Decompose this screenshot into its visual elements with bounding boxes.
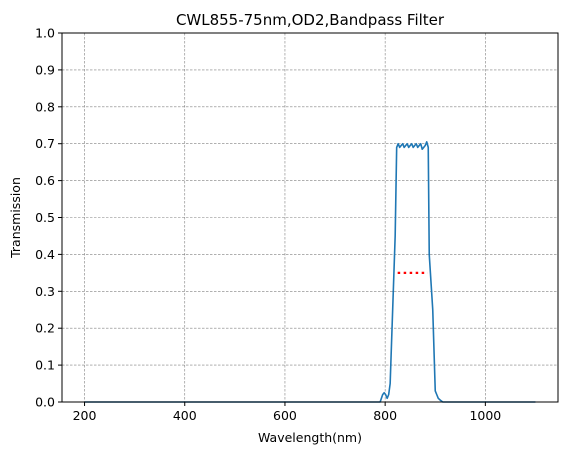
y-tick-label: 0.8 — [35, 99, 55, 114]
y-tick-label: 0.6 — [35, 173, 55, 188]
series-line-1 — [84, 141, 536, 403]
grid — [62, 33, 558, 402]
y-tick-label: 0.3 — [35, 284, 55, 299]
x-axis: 200 400 600 800 1000 — [73, 402, 501, 423]
y-tick-label: 0.1 — [35, 358, 55, 373]
y-tick-label: 0.4 — [35, 247, 55, 262]
x-tick-label: 200 — [73, 408, 97, 423]
x-axis-title: Wavelength(nm) — [258, 430, 362, 445]
y-tick-label: 0.2 — [35, 321, 55, 336]
y-axis: 0.0 0.1 0.2 0.3 0.4 0.5 0.6 0.7 0.8 0.9 1.0 — [35, 26, 62, 410]
y-tick-label: 0.7 — [35, 136, 55, 151]
x-tick-label: 1000 — [469, 408, 501, 423]
y-tick-label: 0.0 — [35, 395, 55, 410]
y-axis-title: Transmission — [8, 177, 23, 259]
x-tick-label: 400 — [173, 408, 197, 423]
x-tick-label: 800 — [373, 408, 397, 423]
y-tick-label: 0.9 — [35, 62, 55, 77]
y-tick-label: 0.5 — [35, 210, 55, 225]
x-tick-label: 600 — [273, 408, 297, 423]
chart-title: CWL855-75nm,OD2,Bandpass Filter — [176, 11, 445, 29]
series-layer — [84, 141, 536, 403]
y-tick-label: 1.0 — [35, 26, 55, 41]
